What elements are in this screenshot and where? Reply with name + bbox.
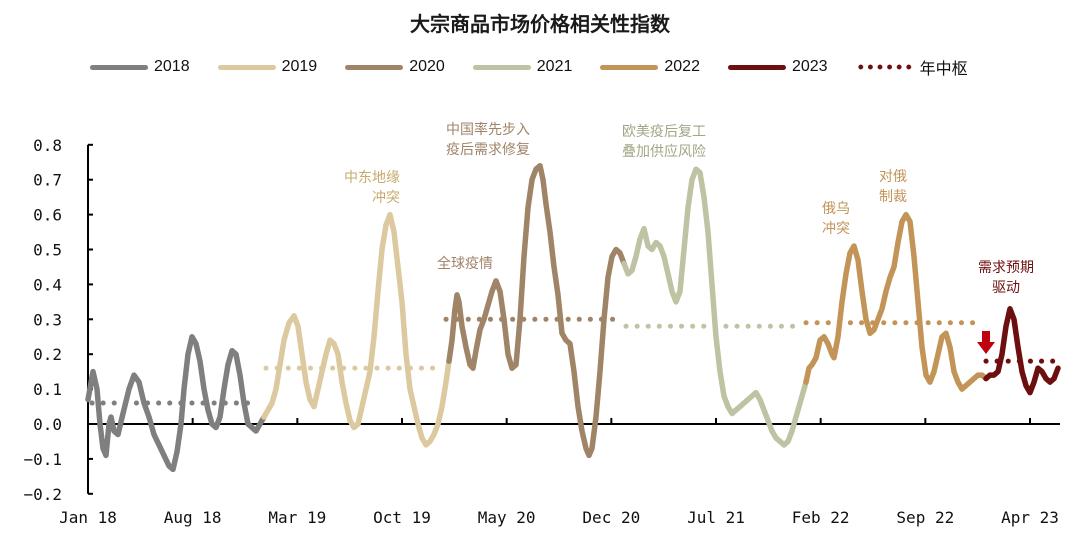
annotation-west-reopening: 欧美疫后复工 叠加供应风险 xyxy=(622,124,706,160)
y-tick-label: 0.0 xyxy=(33,415,62,434)
series-2021 xyxy=(621,166,809,448)
legend: 2018 2019 2020 2021 2022 2023 年中枢 xyxy=(90,55,996,79)
series-2020 xyxy=(446,162,627,459)
legend-swatch xyxy=(217,64,276,70)
chart-title: 大宗商品市场价格相关性指数 xyxy=(410,12,670,36)
series-2022 xyxy=(803,211,989,392)
legend-swatch xyxy=(727,64,786,70)
legend-item-2019: 2019 xyxy=(217,58,318,76)
x-tick-label: Oct 19 xyxy=(373,508,431,527)
series-lines xyxy=(85,162,1061,473)
y-axis: 0.8 0.7 0.6 0.5 0.4 0.3 0.2 0.1 0.0 −0.1 −0.2 xyxy=(23,136,93,504)
legend-label: 2021 xyxy=(536,58,573,75)
legend-item-2023: 2023 xyxy=(727,58,828,76)
legend-dotted-swatch xyxy=(855,64,914,70)
x-axis: Jan 18 Aug 18 Mar 19 Oct 19 May 20 Dec 20 Jul … xyxy=(59,418,1060,527)
series-2023 xyxy=(983,306,1061,396)
y-tick-label: 0.3 xyxy=(33,310,62,329)
legend-item-2018: 2018 xyxy=(90,58,190,76)
y-tick-label: 0.8 xyxy=(33,136,62,155)
legend-label: 2023 xyxy=(791,58,828,75)
annotation-pandemic: 全球疫情 xyxy=(437,256,493,272)
annotation-demand-expectation: 需求预期 驱动 xyxy=(978,260,1034,296)
x-tick-label: Dec 20 xyxy=(582,508,640,527)
legend-item-2020: 2020 xyxy=(345,58,445,76)
series-2019 xyxy=(261,211,452,448)
legend-label: 2018 xyxy=(154,58,190,75)
x-tick-label: Aug 18 xyxy=(164,508,222,527)
legend-item-2022: 2022 xyxy=(600,58,700,76)
y-tick-label: −0.1 xyxy=(23,450,62,469)
y-tick-label: 0.1 xyxy=(33,380,62,399)
legend-item-central: 年中枢 xyxy=(855,55,968,79)
legend-item-2021: 2021 xyxy=(472,58,573,76)
legend-label: 2020 xyxy=(409,58,445,75)
x-tick-label: Jan 18 xyxy=(59,508,117,527)
annotation-sanctions: 对俄 制裁 xyxy=(879,169,907,205)
down-arrow-icon xyxy=(977,331,995,354)
x-tick-label: Mar 19 xyxy=(268,508,326,527)
y-tick-label: 0.4 xyxy=(33,275,62,294)
annotation-china-recovery: 中国率先步入 疫后需求修复 xyxy=(446,122,530,158)
legend-swatch xyxy=(600,64,659,70)
y-tick-label: 0.6 xyxy=(33,206,62,225)
legend-swatch xyxy=(345,64,404,70)
x-tick-label: Apr 23 xyxy=(1001,508,1059,527)
legend-swatch xyxy=(472,64,531,70)
legend-swatch xyxy=(90,64,148,70)
y-tick-label: 0.7 xyxy=(33,171,62,190)
annotation-middle-east: 中东地缘 冲突 xyxy=(344,170,400,206)
x-tick-label: Sep 22 xyxy=(896,508,954,527)
legend-label: 2019 xyxy=(281,58,318,75)
y-tick-label: −0.2 xyxy=(23,485,62,504)
x-tick-label: May 20 xyxy=(478,508,536,527)
annotation-russia-ukraine: 俄乌 冲突 xyxy=(822,201,850,237)
legend-label: 年中枢 xyxy=(919,61,968,78)
series-2018 xyxy=(85,334,267,473)
x-tick-label: Feb 22 xyxy=(792,508,850,527)
x-tick-label: Jul 21 xyxy=(687,508,745,527)
y-tick-label: 0.5 xyxy=(33,241,62,260)
y-tick-label: 0.2 xyxy=(33,345,62,364)
legend-label: 2022 xyxy=(664,58,700,75)
